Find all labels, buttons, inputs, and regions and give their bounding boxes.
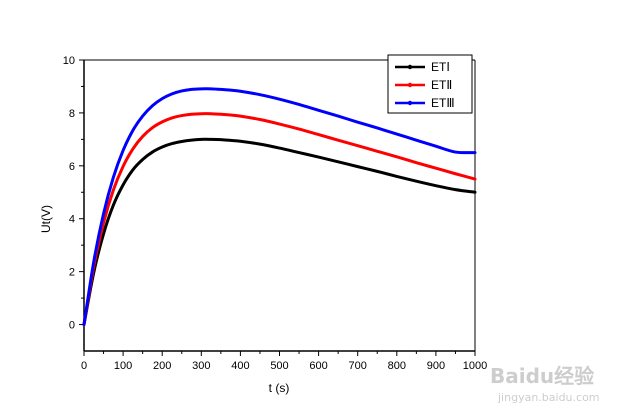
- x-tick-label: 900: [427, 360, 445, 372]
- legend-marker: [407, 64, 413, 70]
- legend-label: ETⅠ: [431, 60, 450, 74]
- watermark-logo: Baidu经验: [490, 364, 594, 388]
- x-tick-label: 1000: [463, 360, 487, 372]
- x-tick-label: 300: [192, 360, 210, 372]
- y-tick-label: 4: [69, 214, 75, 226]
- x-ticks: 0 100 200 300 400 500 600 700 800 900 1000: [81, 351, 487, 372]
- x-tick-label: 100: [114, 360, 132, 372]
- x-tick-label: 600: [309, 360, 327, 372]
- legend-marker: [407, 100, 413, 106]
- series-line-2: [82, 112, 477, 327]
- x-tick-label: 400: [231, 360, 249, 372]
- legend-label: ETⅡ: [431, 78, 452, 92]
- y-tick-label: 2: [69, 267, 75, 279]
- legend-label: ETⅢ: [431, 96, 455, 110]
- series-line-1: [82, 137, 477, 327]
- plot-area: 0 100 200 300 400 500 600 700 800 900 1000 0 2 4 6 8 10: [63, 55, 487, 372]
- y-tick-label: 6: [69, 161, 75, 173]
- baidu-watermark: Baidu经验 jingyan.baidu.com: [490, 364, 600, 404]
- x-tick-label: 800: [388, 360, 406, 372]
- y-axis-label: Ut(V): [39, 205, 53, 233]
- y-tick-label: 8: [69, 108, 75, 120]
- y-tick-label: 0: [69, 320, 75, 332]
- x-axis-label: t (s): [269, 381, 290, 395]
- x-tick-label: 0: [81, 360, 87, 372]
- legend-marker: [407, 82, 413, 88]
- x-tick-label: 500: [270, 360, 288, 372]
- y-ticks: 0 2 4 6 8 10: [63, 55, 84, 332]
- x-tick-label: 700: [349, 360, 367, 372]
- y-tick-label: 10: [63, 55, 75, 67]
- series-line-3: [82, 87, 477, 327]
- x-tick-label: 200: [153, 360, 171, 372]
- legend: ETⅠ ETⅡ ETⅢ: [387, 54, 473, 114]
- series-lines: [82, 87, 477, 327]
- watermark-url: jingyan.baidu.com: [497, 391, 600, 404]
